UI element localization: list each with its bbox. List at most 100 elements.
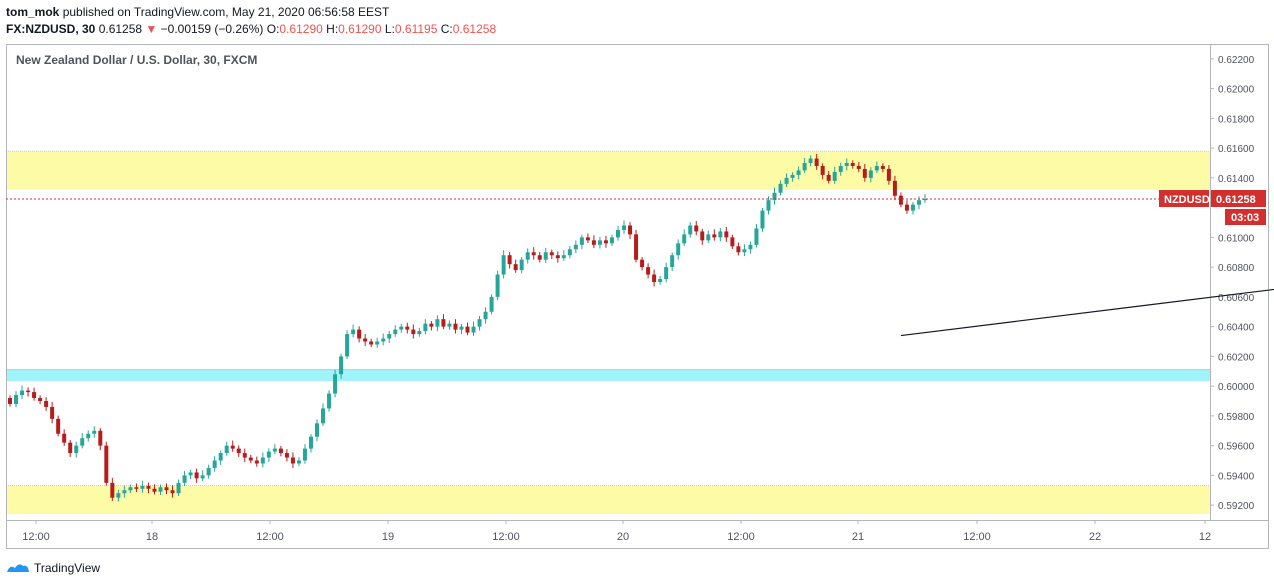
- candle-body: [766, 200, 771, 211]
- candle-body: [579, 237, 584, 245]
- candle-body: [736, 246, 741, 253]
- x-tick-label: 20: [617, 531, 629, 543]
- candle-body: [158, 487, 163, 492]
- symbol-info: FX:NZDUSD, 30 0.61258 ▼ −0.00159 (−0.26%…: [6, 22, 496, 36]
- candle-body: [188, 472, 193, 476]
- candle-body: [531, 252, 536, 256]
- last-price: 0.61258: [98, 22, 143, 36]
- candle-body: [32, 392, 37, 399]
- candle-body: [56, 418, 61, 434]
- candle-body: [423, 323, 428, 332]
- candle-body: [327, 393, 332, 409]
- y-tick-label: 0.61400: [1218, 174, 1255, 185]
- candle-body: [850, 163, 855, 166]
- candle-body: [718, 231, 723, 238]
- candle-body: [513, 264, 518, 271]
- candle-body: [321, 408, 326, 424]
- candle-body: [351, 329, 356, 335]
- candle-body: [923, 198, 927, 201]
- candle-body: [772, 192, 777, 201]
- candle-body: [862, 168, 867, 178]
- candle-body: [519, 259, 524, 271]
- candle-body: [628, 225, 633, 235]
- close-label: C:: [440, 22, 453, 36]
- x-tick-label: 12:00: [492, 531, 520, 543]
- candle-body: [339, 356, 344, 375]
- down-arrow-icon: ▼: [145, 22, 158, 36]
- candle-body: [50, 406, 55, 419]
- trend-line[interactable]: [900, 193, 1274, 337]
- candle-body: [573, 244, 578, 250]
- high-label: H:: [326, 22, 339, 36]
- candle-body: [634, 234, 639, 260]
- candle-body: [525, 252, 530, 260]
- candle-body: [688, 225, 693, 235]
- x-tick-label: 19: [382, 531, 394, 543]
- y-tick-label: 0.61600: [1218, 144, 1255, 155]
- candle-body: [838, 165, 843, 172]
- candle-body: [272, 448, 277, 452]
- candle-body: [110, 482, 115, 498]
- candle-body: [441, 319, 446, 327]
- candle-body: [501, 255, 506, 275]
- candle-body: [802, 163, 807, 171]
- x-tick-label: 18: [146, 531, 158, 543]
- candle-body: [20, 390, 25, 396]
- y-tick-label: 0.60000: [1218, 382, 1255, 393]
- candle-body: [194, 472, 199, 479]
- price-chart[interactable]: 0.62200 0.62000 0.61800 0.61600 0.61400 0.610…: [0, 0, 1274, 550]
- candle-body: [363, 338, 368, 342]
- candle-body: [561, 255, 566, 259]
- candle-body: [369, 341, 374, 345]
- symbol-name[interactable]: FX:NZDUSD, 30: [6, 22, 96, 36]
- brand-name: TradingView: [34, 561, 101, 575]
- candle-body: [603, 240, 608, 244]
- candle-body: [706, 234, 711, 241]
- candle-body: [116, 493, 121, 498]
- candle-body: [381, 338, 386, 342]
- candle-body: [146, 485, 151, 489]
- candle-body: [694, 225, 699, 232]
- candle-body: [477, 319, 482, 327]
- candle-body: [248, 457, 253, 461]
- candle-body: [489, 296, 494, 312]
- candle-body: [254, 460, 259, 464]
- zone-yellow-2[interactable]: [7, 485, 1210, 515]
- candle-body: [537, 255, 542, 260]
- zone-cyan-1[interactable]: [7, 369, 1210, 381]
- candle-body: [357, 329, 362, 339]
- low-label: L:: [384, 22, 395, 36]
- candle-body: [910, 204, 915, 211]
- candle-body: [712, 234, 717, 238]
- candle-body: [682, 234, 687, 244]
- candle-body: [453, 323, 458, 330]
- candle-body: [266, 451, 271, 458]
- candle-body: [880, 165, 885, 169]
- candle-body: [543, 252, 548, 260]
- candle-body: [652, 274, 657, 282]
- candle-body: [224, 445, 229, 454]
- candle-body: [832, 171, 837, 181]
- published-text: published on TradingView.com, May 21, 20…: [62, 5, 390, 19]
- candle-body: [206, 467, 211, 476]
- candle-body: [597, 240, 602, 245]
- candle-body: [670, 255, 675, 268]
- candle-body: [465, 326, 470, 333]
- candle-body: [549, 252, 554, 256]
- zone-yellow-0[interactable]: [7, 151, 1210, 190]
- candle-body: [507, 255, 512, 265]
- low-value: 0.61195: [394, 22, 438, 36]
- candle-body: [44, 401, 49, 407]
- candle-body: [495, 274, 500, 297]
- candle-body: [62, 433, 67, 443]
- candle-body: [748, 244, 753, 250]
- last-price-value: 0.61258: [1216, 194, 1256, 206]
- author-name[interactable]: tom_mok: [6, 5, 60, 19]
- tradingview-brand[interactable]: TradingView: [6, 560, 100, 576]
- publish-info: tom_mok published on TradingView.com, Ma…: [6, 5, 389, 19]
- last-price-symbol: NZDUSD: [1164, 194, 1210, 206]
- candle-body: [856, 165, 861, 169]
- candle-body: [405, 326, 410, 330]
- candle-body: [26, 390, 31, 393]
- candle-body: [417, 331, 422, 335]
